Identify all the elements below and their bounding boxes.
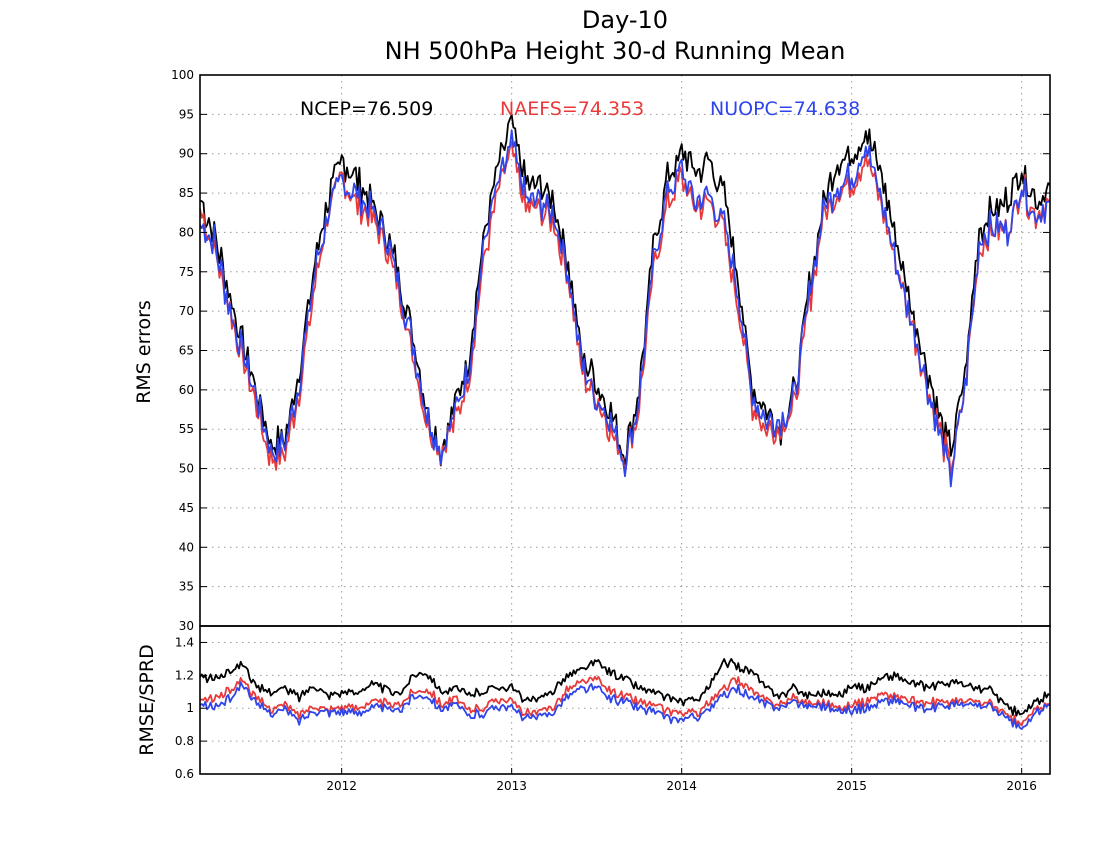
rms-y-tick-label: 100 [171, 68, 194, 82]
rms-y-tick-label: 80 [179, 225, 194, 239]
x-tick-label: 2014 [666, 779, 697, 793]
x-tick-label: 2016 [1006, 779, 1037, 793]
ratio-series-nuopc [199, 681, 1051, 730]
rms-y-tick-label: 70 [179, 304, 194, 318]
rms-y-tick-label: 85 [179, 186, 194, 200]
chart-title: Day-10 [582, 6, 668, 34]
rms-y-tick-label: 30 [179, 619, 194, 633]
ratio-series-ncep [199, 658, 1051, 717]
ratio-y-tick-label: 1 [186, 701, 194, 715]
x-tick-label: 2012 [326, 779, 357, 793]
rms-series-ncep [199, 113, 1051, 467]
rms-grid [200, 75, 1050, 626]
ratio-y-ticks: 0.6 0.8 1 1.2 1.4 [175, 635, 207, 781]
rms-y-tick-label: 50 [179, 462, 194, 476]
rms-y-ticks: 30 35 40 45 50 55 60 65 70 75 80 85 90 95 100 [171, 68, 1050, 633]
ratio-y-tick-label: 1.4 [175, 635, 194, 649]
rms-series-naefs [199, 141, 1051, 476]
ratio-panel-frame [199, 625, 1051, 775]
ratio-series-naefs [199, 675, 1051, 727]
ratio-series-lines [199, 658, 1051, 730]
rms-y-tick-label: 60 [179, 383, 194, 397]
rms-y-tick-label: 65 [179, 344, 194, 358]
rms-y-tick-label: 90 [179, 147, 194, 161]
rms-y-tick-label: 75 [179, 265, 194, 279]
rmse-sprd-panel: 0.6 0.8 1 1.2 1.4 2012 2013 2014 2015 2016 RMSE/… [136, 625, 1051, 793]
rms-y-tick-label: 55 [179, 422, 194, 436]
rms-errors-panel: 30 35 40 45 50 55 60 65 70 75 80 85 90 95 100 RMS erro… [133, 68, 1051, 633]
ratio-y-tick-label: 0.8 [175, 734, 194, 748]
legend: NCEP=76.509 NAEFS=74.353 NUOPC=74.638 [300, 98, 860, 120]
x-tick-label: 2013 [496, 779, 527, 793]
rms-series-lines [199, 113, 1051, 488]
legend-naefs: NAEFS=74.353 [500, 98, 644, 120]
rms-y-tick-label: 95 [179, 107, 194, 121]
x-tick-label: 2015 [836, 779, 867, 793]
rms-y-tick-label: 40 [179, 540, 194, 554]
legend-ncep: NCEP=76.509 [300, 98, 433, 120]
ratio-y-tick-label: 0.6 [175, 767, 194, 781]
ratio-y-axis-label: RMSE/SPRD [136, 644, 158, 755]
legend-nuopc: NUOPC=74.638 [710, 98, 860, 120]
x-ticks: 2012 2013 2014 2015 2016 [326, 768, 1037, 793]
ratio-y-tick-label: 1.2 [175, 668, 194, 682]
rms-y-tick-label: 35 [179, 580, 194, 594]
rms-y-axis-label: RMS errors [133, 300, 155, 404]
rms-y-tick-label: 45 [179, 501, 194, 515]
chart-subtitle: NH 500hPa Height 30-d Running Mean [385, 37, 846, 65]
rms-series-nuopc [199, 129, 1051, 488]
